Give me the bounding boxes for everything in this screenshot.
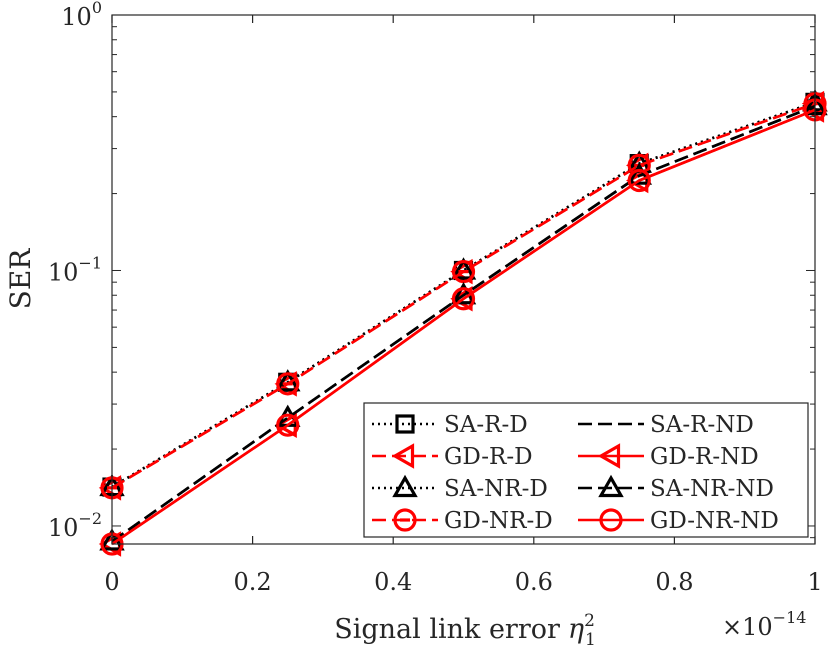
point-sa-nr-d-2 — [450, 257, 477, 280]
series-line-gd-nr-nd — [111, 108, 816, 546]
legend-marker-gd-nr-nd — [599, 508, 623, 532]
y-axis-label: SER — [4, 248, 37, 310]
y-tick-label-base-1: 10 — [48, 258, 79, 286]
y-tick-label-base-2: 10 — [61, 3, 92, 31]
x-axis-label-text: Signal link error — [334, 614, 560, 645]
legend-label-gd-r-nd: GD-R-ND — [650, 444, 759, 470]
legend-label-sa-nr-d: SA-NR-D — [444, 476, 548, 502]
legend-marker-gd-r-d — [391, 443, 415, 469]
y-tick-label-exp-2: 0 — [92, 0, 102, 17]
x-axis-label-symbol: η — [568, 614, 584, 645]
x-axis-label: Signal link error η2 1 — [334, 611, 596, 647]
y-tick-label-0: 10−2 — [48, 509, 102, 542]
point-gd-nr-d-1 — [276, 372, 300, 396]
point-gd-nr-d-2 — [451, 259, 476, 284]
x-axis-multiplier: ×10−14 — [722, 608, 806, 641]
series-gd-nr-nd — [100, 98, 827, 556]
y-tick-label-exp-0: −2 — [78, 509, 102, 528]
x-tick-label-1: 0.2 — [234, 568, 272, 596]
legend-marker-gd-r-nd — [597, 443, 621, 469]
x-tick-label-3: 0.6 — [515, 568, 553, 596]
legend-label-sa-nr-nd: SA-NR-ND — [650, 476, 774, 502]
legend-label-gd-nr-nd: GD-NR-ND — [650, 508, 779, 534]
x-multiplier-base: ×10 — [722, 613, 773, 641]
point-gd-nr-nd-2 — [451, 287, 476, 311]
x-tick-label-0: 0 — [104, 568, 119, 596]
y-tick-label-1: 10−1 — [48, 253, 102, 286]
x-axis-label-superscript: 2 — [584, 611, 595, 631]
series-line-sa-nr-nd — [111, 104, 816, 543]
point-gd-nr-nd-1 — [276, 413, 300, 437]
axes-box — [111, 14, 816, 545]
point-gd-nr-nd-3 — [627, 168, 651, 193]
x-tick-label-2: 0.4 — [374, 568, 412, 596]
legend-marker-sa-nr-nd — [598, 474, 624, 498]
point-sa-nr-nd-3 — [626, 162, 653, 185]
legend-label-sa-r-d: SA-R-D — [444, 412, 528, 438]
legend-marker-sa-r-d — [395, 414, 415, 434]
legend-label-gd-nr-d: GD-NR-D — [444, 508, 553, 534]
legend-marker-gd-nr-d — [393, 508, 417, 532]
x-multiplier-exponent: −14 — [773, 608, 807, 627]
y-tick-label-exp-1: −1 — [78, 253, 102, 272]
y-tick-label-2: 100 — [61, 0, 102, 31]
legend-label-gd-r-d: GD-R-D — [444, 444, 533, 470]
x-axis-label-subscript: 1 — [585, 630, 596, 647]
legend-label-sa-r-nd: SA-R-ND — [650, 412, 754, 438]
series-layer — [98, 89, 828, 557]
legend-box — [363, 402, 809, 538]
legend-marker-gd-nr-d-ring — [393, 508, 417, 532]
legend: SA-R-D GD-R-D SA-NR-D GD-NR-D SA-R-ND GD-R-ND… — [363, 402, 809, 538]
x-tick-label-5: 1 — [807, 568, 822, 596]
x-tick-label-4: 0.8 — [655, 568, 693, 596]
y-tick-label-base-0: 10 — [48, 514, 79, 542]
point-gd-nr-d-2-ring — [451, 259, 476, 284]
point-gd-nr-d-1-ring — [276, 372, 300, 396]
legend-marker-sa-nr-d — [392, 474, 418, 498]
